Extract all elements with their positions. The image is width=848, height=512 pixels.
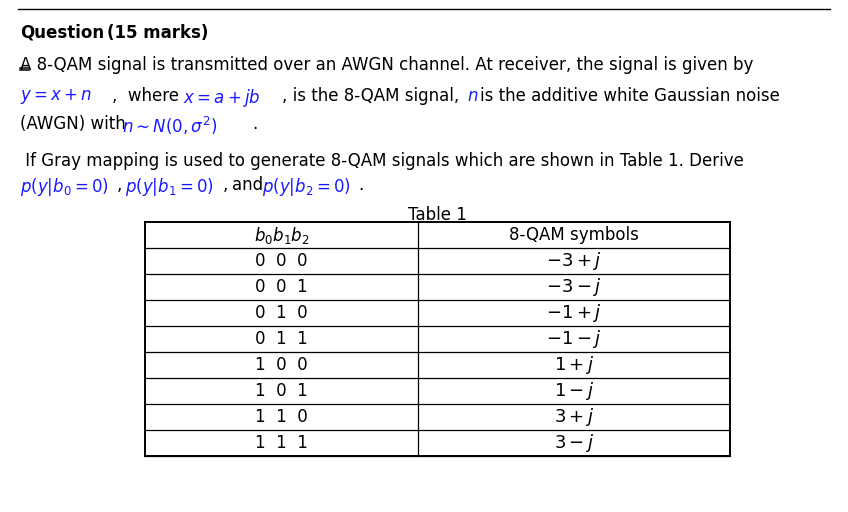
Text: $-3+j$: $-3+j$ (546, 250, 602, 272)
Text: $3-j$: $3-j$ (554, 432, 594, 454)
Text: $-1-j$: $-1-j$ (546, 328, 602, 350)
Text: $y = x + n$: $y = x + n$ (20, 87, 92, 106)
Text: $-3-j$: $-3-j$ (546, 276, 602, 298)
Text: is the additive white Gaussian noise: is the additive white Gaussian noise (480, 87, 780, 105)
Text: 1  1  0: 1 1 0 (255, 408, 308, 426)
Text: 1  0  0: 1 0 0 (255, 356, 308, 374)
Text: $1+j$: $1+j$ (554, 354, 594, 376)
Text: $1-j$: $1-j$ (554, 380, 594, 402)
Text: 0  1  1: 0 1 1 (255, 330, 308, 348)
Text: $,$: $,$ (222, 176, 228, 194)
Text: $x = a + jb$: $x = a + jb$ (183, 87, 260, 109)
Text: 0  1  0: 0 1 0 (255, 304, 308, 322)
Text: $b_0 b_1 b_2$: $b_0 b_1 b_2$ (254, 224, 310, 245)
Text: (15 marks): (15 marks) (107, 24, 209, 42)
Text: $p(y|b_0 = 0)$: $p(y|b_0 = 0)$ (20, 176, 109, 198)
Text: (AWGN) with: (AWGN) with (20, 115, 126, 133)
Text: 8-QAM symbols: 8-QAM symbols (509, 226, 639, 244)
Text: $3+j$: $3+j$ (554, 406, 594, 428)
Text: $p(y|b_1 = 0)$: $p(y|b_1 = 0)$ (125, 176, 214, 198)
Text: Question: Question (20, 24, 104, 42)
Text: and: and (232, 176, 263, 194)
Text: $p(y|b_2 = 0)$: $p(y|b_2 = 0)$ (262, 176, 351, 198)
Text: 0  0  1: 0 0 1 (255, 278, 308, 296)
Text: $-1+j$: $-1+j$ (546, 302, 602, 324)
Text: 1  1  1: 1 1 1 (255, 434, 308, 452)
Text: A 8-QAM signal is transmitted over an AWGN channel. At receiver, the signal is g: A 8-QAM signal is transmitted over an AW… (20, 56, 753, 74)
Text: 1  0  1: 1 0 1 (255, 382, 308, 400)
Text: ,  where: , where (112, 87, 179, 105)
Text: 0  0  0: 0 0 0 (255, 252, 308, 270)
Text: $n \sim N(0, \sigma^2)$: $n \sim N(0, \sigma^2)$ (122, 115, 217, 137)
Text: .: . (358, 176, 363, 194)
Text: .: . (252, 115, 257, 133)
Text: $,$: $,$ (116, 176, 122, 194)
Text: , is the 8-QAM signal,: , is the 8-QAM signal, (282, 87, 460, 105)
Text: If Gray mapping is used to generate 8-QAM signals which are shown in Table 1. De: If Gray mapping is used to generate 8-QA… (20, 152, 744, 170)
Text: $n$: $n$ (467, 87, 478, 105)
Text: Table 1: Table 1 (408, 206, 467, 224)
